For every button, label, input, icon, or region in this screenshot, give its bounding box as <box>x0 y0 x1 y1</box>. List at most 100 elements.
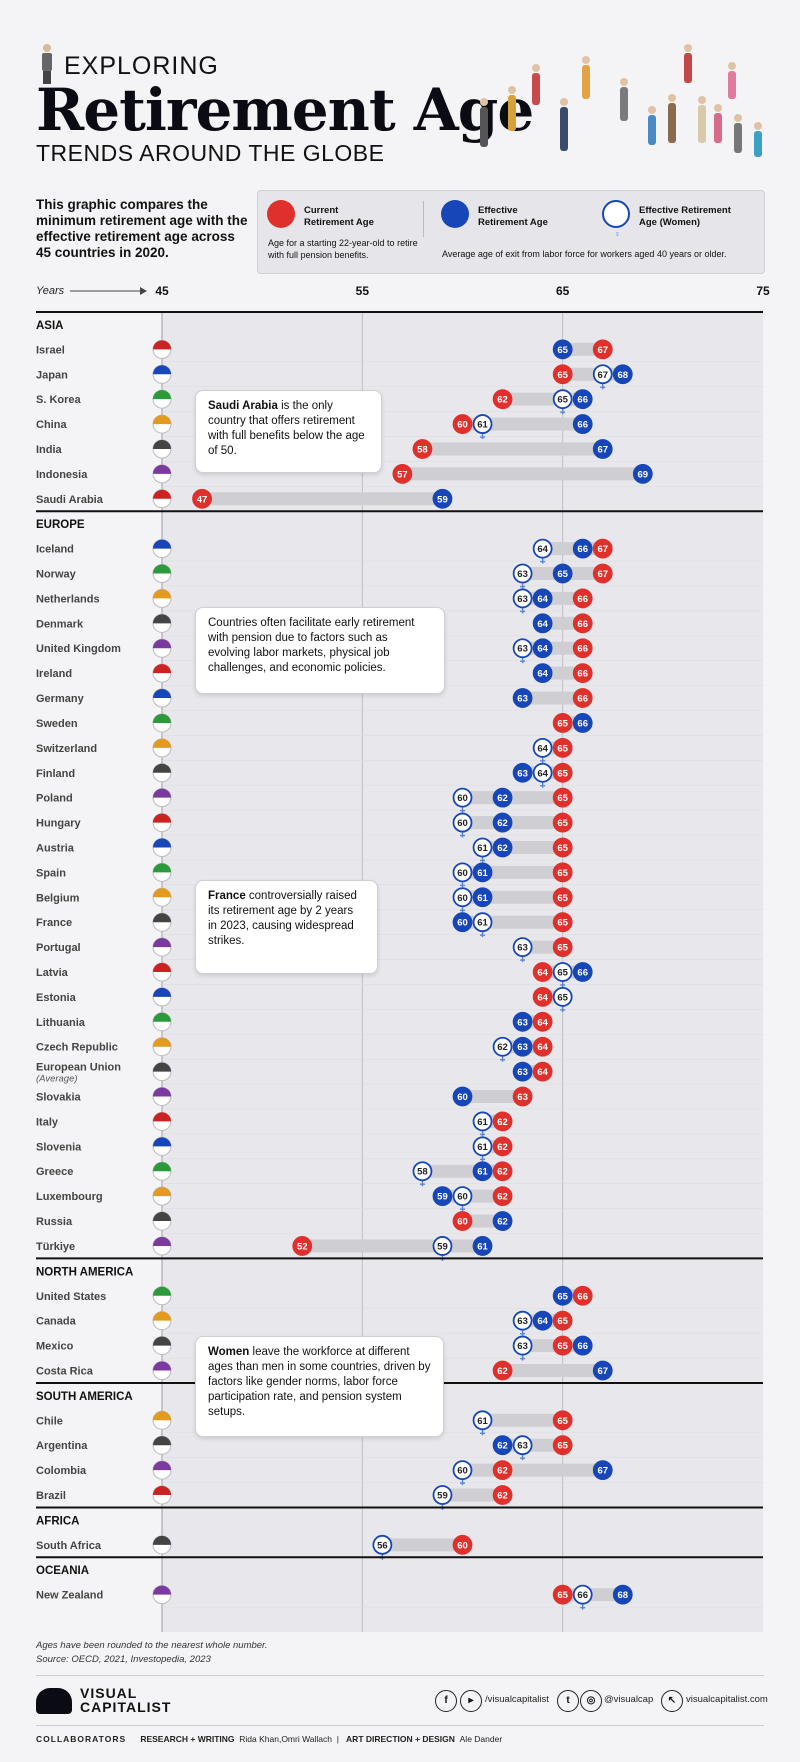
current-age-point <box>552 364 573 385</box>
country-sublabel: (Average) <box>36 1074 78 1085</box>
effective-age-label: 66 <box>577 420 588 431</box>
cursor-icon[interactable]: ↖ <box>661 1690 683 1712</box>
flag-icon-band <box>153 888 171 898</box>
social-handle-twitter[interactable]: @visualcap <box>604 1694 654 1705</box>
women-age-label: 61 <box>477 1142 488 1153</box>
effective-age-point <box>512 1061 533 1082</box>
current-age-point <box>452 1211 473 1231</box>
range-bar <box>462 1463 603 1477</box>
current-age-point <box>592 538 613 559</box>
current-age-label: 62 <box>497 1491 508 1502</box>
current-age-label: 47 <box>197 494 208 505</box>
instagram-icon[interactable]: ◎ <box>580 1690 602 1712</box>
country-label: United States <box>36 1291 106 1303</box>
range-bar <box>462 816 563 830</box>
current-age-label: 65 <box>557 943 568 954</box>
flag-icon-band <box>153 763 171 773</box>
footer-divider-top <box>36 1675 764 1676</box>
effective-age-label: 59 <box>437 1192 448 1203</box>
country-label: Spain <box>36 867 66 879</box>
range-bar <box>442 1488 503 1502</box>
current-age-label: 63 <box>517 1092 528 1103</box>
effective-age-point <box>552 339 573 360</box>
country-label: Italy <box>36 1116 59 1128</box>
facebook-icon[interactable]: f <box>435 1690 457 1712</box>
current-age-label: 65 <box>557 793 568 804</box>
country-label: Argentina <box>36 1440 88 1452</box>
women-age-label: 61 <box>477 843 488 854</box>
effective-age-label: 68 <box>617 370 628 381</box>
effective-age-point <box>492 1211 513 1231</box>
effective-age-label: 64 <box>537 1316 548 1327</box>
current-age-label: 62 <box>497 1466 508 1477</box>
women-age-icon <box>602 200 630 228</box>
supertitle: EXPLORING <box>64 52 219 80</box>
effective-age-point <box>492 837 513 858</box>
range-bar <box>382 1538 463 1552</box>
range-bar <box>562 342 603 356</box>
flag-icon-band <box>153 1311 171 1321</box>
twitter-icon[interactable]: t <box>557 1690 579 1712</box>
current-age-point <box>532 1036 553 1057</box>
youtube-icon[interactable]: ▸ <box>460 1690 482 1712</box>
effective-age-point <box>532 613 553 634</box>
legend-effective-desc: Average age of exit from labor force for… <box>442 249 727 259</box>
range-bar <box>462 1090 523 1104</box>
current-age-label: 67 <box>597 544 608 555</box>
flag-icon-band <box>153 1012 171 1022</box>
tick-label-55: 55 <box>356 284 370 298</box>
current-age-point <box>552 937 573 957</box>
effective-age-point <box>532 663 553 684</box>
women-age-point <box>452 1186 473 1207</box>
current-age-label: 64 <box>537 968 548 979</box>
effective-age-label: 62 <box>497 1217 508 1228</box>
current-age-label: 60 <box>457 1217 468 1228</box>
range-bar <box>522 691 583 705</box>
women-age-label: 63 <box>517 569 528 580</box>
women-age-label: 64 <box>537 743 548 754</box>
current-age-label: 64 <box>537 992 548 1003</box>
current-age-point <box>292 1236 313 1256</box>
country-label: Austria <box>36 842 75 854</box>
collaborators: COLLABORATORS RESEARCH + WRITING Rida Kh… <box>36 1734 503 1744</box>
effective-age-label: 63 <box>517 694 528 705</box>
flag-icon-band <box>153 1286 171 1296</box>
footnote-source: Source: OECD, 2021, Investopedia, 2023 <box>36 1654 211 1665</box>
legend-current-desc: Age for a starting 22-year-old to retire… <box>268 238 418 260</box>
current-age-label: 65 <box>557 868 568 879</box>
women-age-point <box>432 1236 453 1256</box>
social-handle-facebook[interactable]: /visualcapitalist <box>485 1694 549 1705</box>
effective-age-point <box>572 414 593 434</box>
women-age-label: 63 <box>517 1441 528 1452</box>
current-age-point <box>552 837 573 858</box>
women-age-label: 63 <box>517 943 528 954</box>
legend-women-title: Effective Retirement Age (Women) <box>639 205 731 228</box>
women-age-label: 66 <box>577 1590 588 1601</box>
current-age-label: 65 <box>557 918 568 929</box>
callout-women: Women leave the workforce at different a… <box>195 1336 444 1437</box>
women-age-point <box>432 1485 453 1505</box>
flag-icon-band <box>153 1436 171 1446</box>
country-label: Sweden <box>36 718 78 730</box>
effective-age-point <box>432 1186 453 1207</box>
legend-current-title: Current Retirement Age <box>304 205 374 228</box>
range-bar <box>542 616 583 630</box>
website-link[interactable]: visualcapitalist.com <box>686 1694 768 1705</box>
current-age-point <box>552 912 573 933</box>
women-age-label: 58 <box>417 1167 428 1178</box>
current-age-point <box>412 439 433 459</box>
region-label: OCEANIA <box>36 1565 89 1577</box>
women-age-label: 61 <box>477 918 488 929</box>
flag-icon-band <box>153 1411 171 1421</box>
current-age-label: 64 <box>537 1042 548 1053</box>
current-age-point <box>572 688 593 708</box>
current-age-point <box>492 1186 513 1207</box>
country-label: Estonia <box>36 992 77 1004</box>
flag-icon-band <box>153 365 171 375</box>
country-label: Japan <box>36 369 68 381</box>
flag-icon-band <box>153 713 171 723</box>
effective-age-label: 62 <box>497 793 508 804</box>
country-label: Latvia <box>36 967 69 979</box>
women-age-label: 64 <box>537 544 548 555</box>
effective-age-label: 66 <box>577 544 588 555</box>
